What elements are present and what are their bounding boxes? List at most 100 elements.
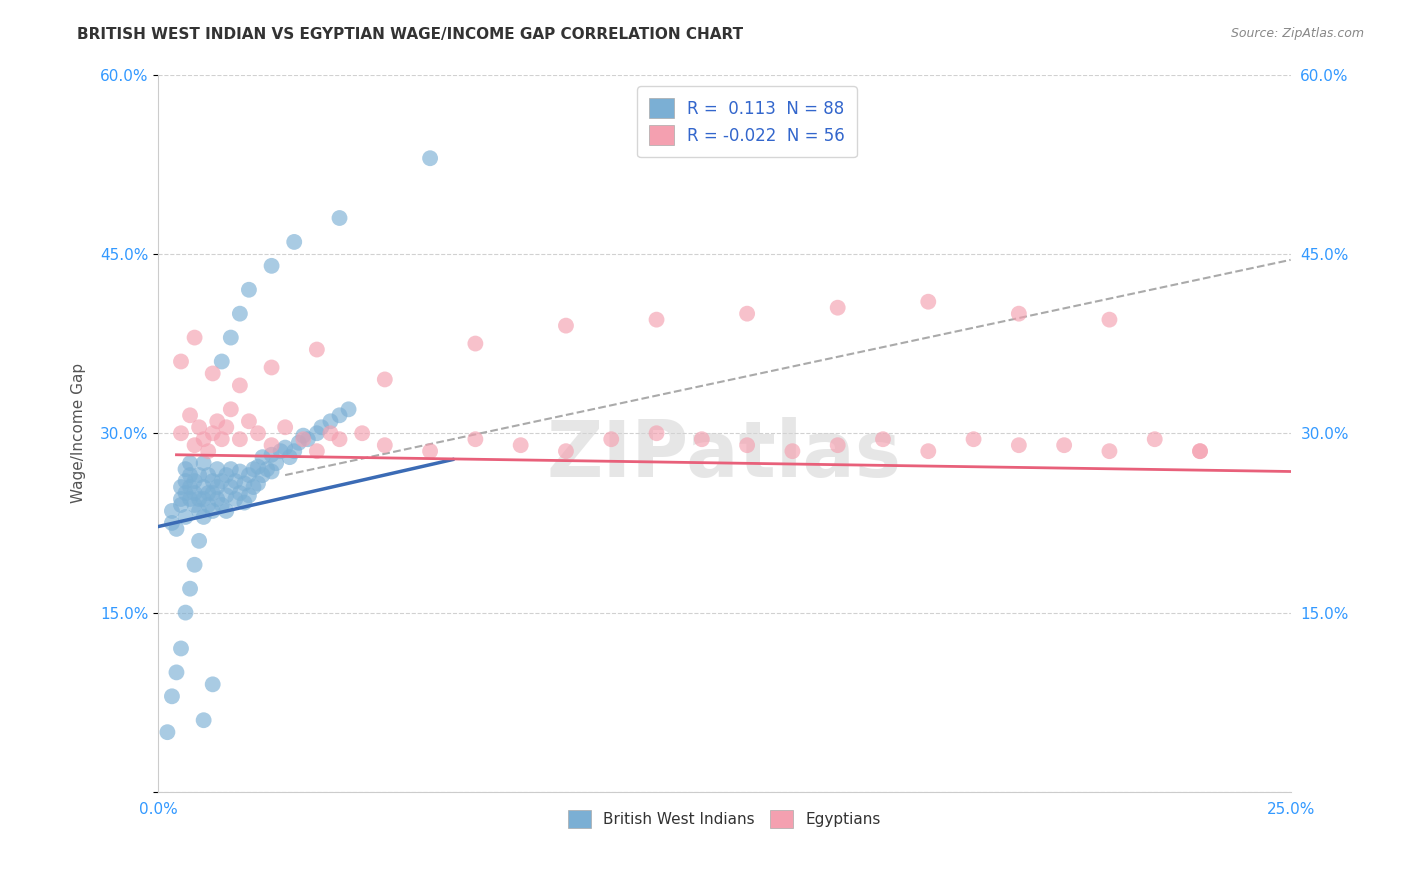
- Point: [238, 414, 260, 428]
- Point: [256, 462, 278, 476]
- Point: [211, 498, 233, 512]
- Point: [166, 665, 188, 680]
- Point: [197, 498, 219, 512]
- Point: [156, 725, 179, 739]
- Point: [174, 486, 197, 500]
- Point: [233, 476, 256, 491]
- Point: [283, 235, 305, 249]
- Point: [374, 372, 396, 386]
- Point: [179, 582, 201, 596]
- Point: [827, 301, 849, 315]
- Point: [274, 441, 297, 455]
- Point: [311, 420, 333, 434]
- Point: [555, 444, 578, 458]
- Point: [260, 465, 283, 479]
- Point: [193, 480, 215, 494]
- Point: [246, 476, 269, 491]
- Point: [201, 474, 224, 488]
- Point: [160, 690, 183, 704]
- Point: [160, 504, 183, 518]
- Point: [297, 432, 319, 446]
- Point: [201, 486, 224, 500]
- Point: [260, 259, 283, 273]
- Point: [419, 444, 441, 458]
- Point: [645, 312, 668, 326]
- Point: [1098, 444, 1121, 458]
- Point: [197, 486, 219, 500]
- Point: [188, 420, 211, 434]
- Point: [207, 480, 229, 494]
- Point: [690, 432, 713, 446]
- Point: [735, 307, 758, 321]
- Point: [219, 462, 242, 476]
- Point: [224, 474, 246, 488]
- Point: [179, 480, 201, 494]
- Point: [174, 606, 197, 620]
- Point: [270, 444, 292, 458]
- Point: [188, 491, 211, 506]
- Point: [207, 491, 229, 506]
- Point: [1053, 438, 1076, 452]
- Point: [193, 510, 215, 524]
- Point: [229, 307, 252, 321]
- Point: [211, 354, 233, 368]
- Point: [183, 474, 205, 488]
- Point: [166, 522, 188, 536]
- Point: [274, 420, 297, 434]
- Point: [207, 462, 229, 476]
- Point: [260, 360, 283, 375]
- Point: [645, 426, 668, 441]
- Point: [183, 558, 205, 572]
- Point: [211, 432, 233, 446]
- Point: [197, 468, 219, 483]
- Point: [179, 491, 201, 506]
- Point: [735, 438, 758, 452]
- Point: [352, 426, 374, 441]
- Point: [170, 480, 193, 494]
- Point: [328, 432, 350, 446]
- Point: [287, 435, 309, 450]
- Point: [509, 438, 531, 452]
- Point: [246, 459, 269, 474]
- Point: [252, 468, 274, 483]
- Point: [197, 444, 219, 458]
- Point: [464, 336, 486, 351]
- Point: [170, 426, 193, 441]
- Point: [260, 438, 283, 452]
- Point: [215, 504, 238, 518]
- Point: [246, 426, 269, 441]
- Point: [238, 283, 260, 297]
- Point: [193, 491, 215, 506]
- Point: [215, 488, 238, 502]
- Point: [170, 641, 193, 656]
- Legend: British West Indians, Egyptians: British West Indians, Egyptians: [562, 804, 887, 835]
- Point: [211, 474, 233, 488]
- Point: [242, 480, 264, 494]
- Point: [278, 450, 301, 465]
- Text: ZIPatlas: ZIPatlas: [547, 417, 903, 492]
- Point: [229, 465, 252, 479]
- Point: [233, 495, 256, 509]
- Point: [962, 432, 984, 446]
- Text: Source: ZipAtlas.com: Source: ZipAtlas.com: [1230, 27, 1364, 40]
- Point: [224, 491, 246, 506]
- Point: [219, 402, 242, 417]
- Point: [328, 409, 350, 423]
- Point: [188, 504, 211, 518]
- Point: [229, 432, 252, 446]
- Point: [188, 468, 211, 483]
- Point: [193, 432, 215, 446]
- Point: [219, 480, 242, 494]
- Point: [328, 211, 350, 225]
- Point: [229, 378, 252, 392]
- Point: [305, 426, 328, 441]
- Point: [782, 444, 804, 458]
- Point: [215, 420, 238, 434]
- Point: [264, 456, 287, 470]
- Point: [464, 432, 486, 446]
- Point: [305, 444, 328, 458]
- Point: [872, 432, 894, 446]
- Point: [242, 462, 264, 476]
- Point: [917, 444, 939, 458]
- Y-axis label: Wage/Income Gap: Wage/Income Gap: [72, 363, 86, 503]
